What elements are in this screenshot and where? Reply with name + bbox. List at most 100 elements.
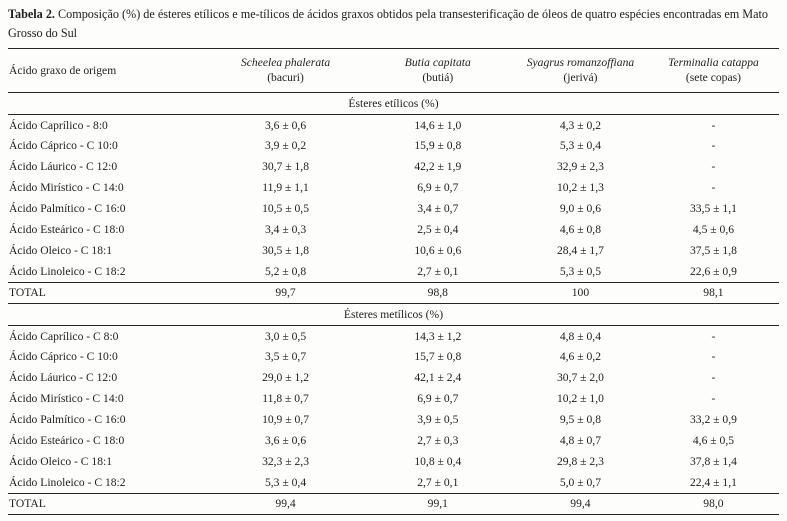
acid-label: Ácido Mirístico - C 14:0 [9,181,124,195]
acid-label: Ácido Palmítico - C 16:0 [9,413,126,427]
table-row: Ácido Linoleico - C 18:2 5,3 ± 0,4 2,7 ± 0… [8,472,779,493]
value-cell: 2,5 ± 0,4 [417,223,459,237]
value-cell: 6,9 ± 0,7 [417,392,459,406]
total-value-cell: 99,4 [570,497,591,511]
value-cell: 33,2 ± 0,9 [689,413,737,427]
table-row: Ácido Oleico - C 18:1 32,3 ± 2,3 10,8 ± 0,… [8,451,779,472]
value-cell: 42,2 ± 1,9 [414,160,462,174]
value-cell: 3,6 ± 0,6 [264,434,307,448]
species-common-name: (sete copas) [685,70,741,84]
value-cell: 10,9 ± 0,7 [262,413,310,427]
value-cell: - [711,139,716,153]
value-cell: - [711,118,716,132]
species-name: Scheelea phalerata [240,56,331,70]
value-cell: 5,3 ± 0,4 [264,476,307,490]
table-row: Ácido Esteárico - C 18:0 3,4 ± 0,3 2,5 ± 0… [8,219,779,240]
value-cell: 30,7 ± 2,0 [556,371,604,385]
column-header-species-jeriva: Syagrus romanzoffiana (jerivá) [513,48,648,92]
section-header-row-ethyl-esters: Ésteres etílicos (%) [8,92,779,115]
acid-label: Ácido Láurico - C 12:0 [9,160,118,174]
value-cell: 4,3 ± 0,2 [559,118,602,132]
value-cell: 2,7 ± 0,1 [417,476,459,490]
value-cell: 3,9 ± 0,2 [264,139,307,153]
table-row: Ácido Esteárico - C 18:0 3,6 ± 0,6 2,7 ± 0… [8,430,779,451]
value-cell: 42,1 ± 2,4 [414,371,462,385]
table-row: Ácido Mirístico - C 14:0 11,9 ± 1,1 6,9 ± … [8,177,779,198]
total-value-cell: 99,7 [275,286,296,300]
value-cell: 15,9 ± 0,8 [414,139,462,153]
value-cell: 4,8 ± 0,4 [559,329,602,343]
species-name: Butia capitata [404,56,471,70]
acid-label: Ácido Oleico - C 18:1 [9,455,113,469]
acid-label: Ácido Mirístico - C 14:0 [9,392,124,406]
table-row: Ácido Láurico - C 12:0 29,0 ± 1,2 42,1 ± 2… [8,367,779,388]
species-name: Syagrus romanzoffiana [526,56,635,70]
value-cell: - [711,329,716,343]
value-cell: 3,4 ± 0,7 [417,202,459,216]
total-value-cell: 100 [571,286,590,300]
section-header-label: Ésteres etílicos (%) [348,96,439,110]
table-row: Ácido Láurico - C 12:0 30,7 ± 1,8 42,2 ± 1… [8,156,779,177]
total-label: TOTAL [9,497,46,511]
acid-label: Ácido Láurico - C 12:0 [9,371,118,385]
value-cell: 10,6 ± 0,6 [414,244,462,258]
total-value-cell: 99,1 [427,497,448,511]
value-cell: - [711,160,716,174]
table-row: Ácido Linoleico - C 18:2 5,2 ± 0,8 2,7 ± 0… [8,261,779,282]
acid-label: Ácido Oleico - C 18:1 [9,244,113,258]
section-header-label: Ésteres metílicos (%) [343,307,444,321]
column-header-species-bacuri: Scheelea phalerata (bacuri) [208,48,362,92]
value-cell: 28,4 ± 1,7 [556,244,604,258]
value-cell: 5,3 ± 0,4 [559,139,602,153]
value-cell: - [711,181,716,195]
value-cell: 5,0 ± 0,7 [559,476,602,490]
acid-label: Ácido Palmítico - C 16:0 [9,202,126,216]
value-cell: 29,0 ± 1,2 [262,371,310,385]
total-value-cell: 98,1 [703,286,724,300]
value-cell: 14,6 ± 1,0 [414,118,462,132]
acid-label: Ácido Caprílico - 8:0 [9,118,108,132]
value-cell: 9,0 ± 0,6 [559,202,602,216]
column-header-species-butia: Butia capitata (butiá) [363,48,513,92]
column-header-row: Ácido graxo de origem Scheelea phalerata… [8,48,779,93]
value-cell: 4,6 ± 0,2 [559,350,602,364]
value-cell: 33,5 ± 1,1 [689,202,737,216]
total-value-cell: 98,8 [427,286,448,300]
table-row: Ácido Caprílico - C 8:0 3,0 ± 0,5 14,3 ± 1… [8,325,779,346]
value-cell: 2,7 ± 0,1 [417,265,459,279]
value-cell: 10,2 ± 1,0 [556,392,604,406]
value-cell: 9,5 ± 0,8 [559,413,602,427]
species-common-name: (jerivá) [563,70,598,84]
species-name: Terminalia catappa [668,56,759,70]
table-row: Ácido Palmítico - C 16:0 10,5 ± 0,5 3,4 ± … [8,198,779,219]
column-header-acid-origin: Ácido graxo de origem [9,63,117,77]
table-row: Ácido Palmítico - C 16:0 10,9 ± 0,7 3,9 ± … [8,409,779,430]
value-cell: 37,5 ± 1,8 [689,244,737,258]
acid-label: Ácido Linoleico - C 18:2 [9,476,126,490]
table-row: Ácido Caprílico - 8:0 3,6 ± 0,6 14,6 ± 1,0… [8,114,779,135]
value-cell: 37,8 ± 1,4 [689,455,737,469]
value-cell: 4,6 ± 0,5 [692,434,735,448]
total-row-methyl-esters: TOTAL 99,4 99,1 99,4 98,0 [8,493,779,515]
acid-label: Ácido Esteárico - C 18:0 [9,223,125,237]
value-cell: 10,2 ± 1,3 [556,181,604,195]
value-cell: 6,9 ± 0,7 [417,181,459,195]
section-header-row-methyl-esters: Ésteres metílicos (%) [8,303,779,326]
acid-label: Ácido Esteárico - C 18:0 [9,434,125,448]
value-cell: 11,9 ± 1,1 [262,181,309,195]
value-cell: 10,5 ± 0,5 [262,202,310,216]
value-cell: 32,3 ± 2,3 [262,455,310,469]
value-cell: 29,8 ± 2,3 [556,455,604,469]
table-caption-text: Composição (%) de ésteres etílicos e me-… [8,7,769,40]
value-cell: - [711,392,716,406]
acid-label: Ácido Cáprico - C 10:0 [9,139,118,153]
acid-label: Ácido Caprílico - C 8:0 [9,329,119,343]
total-row-ethyl-esters: TOTAL 99,7 98,8 100 98,1 [8,282,779,304]
value-cell: 4,8 ± 0,7 [559,434,602,448]
table-row: Ácido Mirístico - C 14:0 11,8 ± 0,7 6,9 ± … [8,388,779,409]
column-header-species-sete-copas: Terminalia catappa (sete copas) [648,48,779,92]
value-cell: 3,9 ± 0,5 [417,413,459,427]
value-cell: 4,5 ± 0,6 [692,223,735,237]
value-cell: 2,7 ± 0,3 [417,434,459,448]
